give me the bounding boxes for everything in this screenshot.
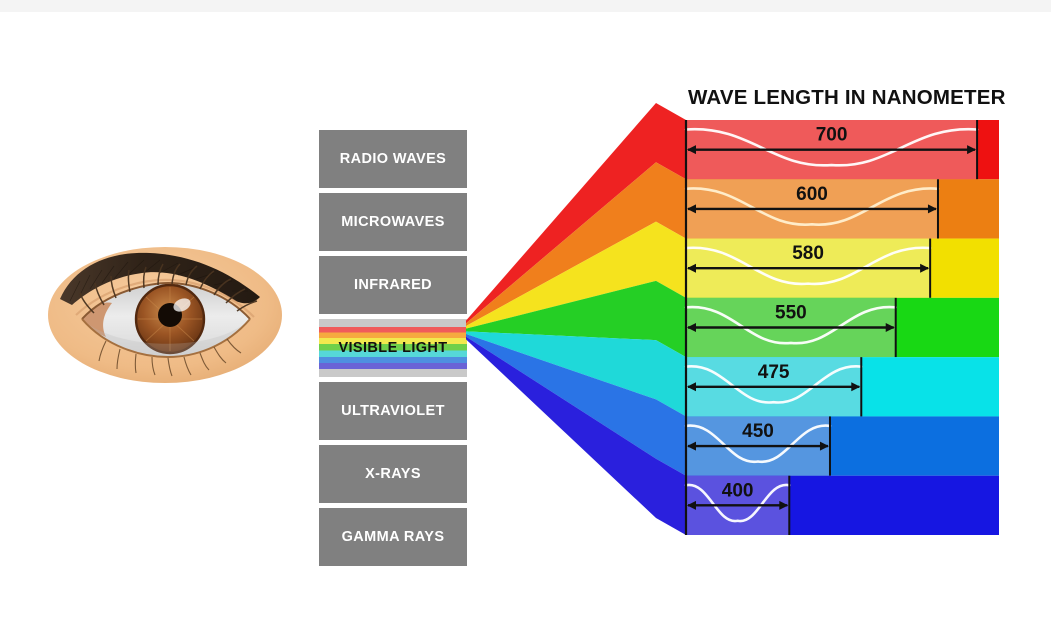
spectrum-label-text: GAMMA RAYS <box>341 529 445 545</box>
spectrum-label-text: VISIBLE LIGHT <box>338 340 448 356</box>
eyebrow <box>60 252 260 305</box>
arrow-head-left-475 <box>687 382 696 392</box>
wave-curve-600 <box>684 187 940 226</box>
upper-eyelashes <box>79 263 258 314</box>
beam-band-cyan <box>466 331 656 400</box>
chart-row-700[interactable]: 700 <box>684 120 999 180</box>
bar-value-label-600: 600 <box>796 184 828 205</box>
eyelid-crease <box>75 278 255 318</box>
chart-row-475[interactable]: 475 <box>684 357 999 417</box>
beam-band-violet <box>466 336 656 518</box>
wave-curve-550 <box>684 305 898 345</box>
wave-curve-580 <box>684 246 932 286</box>
beam-band-red <box>466 103 656 324</box>
wave-curve-450 <box>684 424 832 463</box>
spectrum-label-infrared[interactable]: INFRARED <box>319 256 467 314</box>
chart-row-550[interactable]: 550 <box>684 297 999 358</box>
bar-value-label-475: 475 <box>758 362 790 383</box>
lower-lid-line <box>81 318 251 359</box>
bar-value-label-400: 400 <box>722 480 754 501</box>
spectrum-label-text: X-RAYS <box>365 466 421 482</box>
bar-value-label-580: 580 <box>792 243 824 264</box>
eye-highlight <box>173 298 191 312</box>
arrow-head-right-450 <box>819 441 829 451</box>
bar-value-label-550: 550 <box>775 303 807 324</box>
wavelength-bar-chart: 700 600 580 550 475 450 400 <box>656 103 999 535</box>
chart-side-face-700 <box>656 103 686 180</box>
spectrum-label-gamma-rays[interactable]: GAMMA RAYS <box>319 508 467 566</box>
upper-lid-line <box>81 281 251 320</box>
spectrum-label-text: MICROWAVES <box>341 214 445 230</box>
spectrum-label-text: INFRARED <box>353 277 433 293</box>
spectrum-label-microwaves[interactable]: MICROWAVES <box>319 193 467 251</box>
chart-side-face-600 <box>656 162 686 239</box>
arrow-head-left-700 <box>687 145 696 155</box>
iris-limbus <box>134 283 206 355</box>
spectrum-label-x-rays[interactable]: X-RAYS <box>319 445 467 503</box>
chart-row-580[interactable]: 580 <box>684 238 999 298</box>
arrow-head-left-450 <box>687 441 696 451</box>
beam-band-blue <box>466 334 656 459</box>
spectrum-label-ultraviolet[interactable]: ULTRAVIOLET <box>319 382 467 440</box>
spectrum-label-text: RADIO WAVES <box>339 151 447 167</box>
chart-side-face-550 <box>656 280 686 358</box>
chart-side-face-475 <box>656 340 686 417</box>
chart-title: WAVE LENGTH IN NANOMETER <box>688 86 1006 109</box>
chart-side-face-400 <box>656 458 686 535</box>
arrow-head-right-550 <box>885 323 895 332</box>
chart-row-450[interactable]: 450 <box>684 416 999 476</box>
chart-row-600[interactable]: 600 <box>684 179 999 239</box>
spectrum-label-column: RADIO WAVES MICROWAVES INFRARED VISIBLE … <box>319 130 467 571</box>
arrow-head-right-400 <box>779 500 789 510</box>
arrow-head-right-600 <box>927 204 937 214</box>
human-eye-illustration <box>46 243 286 385</box>
wave-curve-700 <box>684 127 979 167</box>
beam-band-orange <box>466 162 656 326</box>
top-strip <box>0 0 1051 12</box>
lower-eyelashes <box>98 338 242 377</box>
wave-curve-475 <box>684 365 863 404</box>
spectrum-label-text: ULTRAVIOLET <box>341 403 445 419</box>
arrow-head-left-550 <box>687 323 696 332</box>
beam-band-yellow <box>466 221 656 329</box>
bar-value-label-450: 450 <box>742 421 774 442</box>
arrow-head-right-580 <box>920 263 930 273</box>
spectrum-label-radio-waves[interactable]: RADIO WAVES <box>319 130 467 188</box>
refracted-light-beam <box>466 103 656 518</box>
eye-inner-corner <box>82 302 112 337</box>
arrow-head-left-400 <box>687 500 696 510</box>
arrow-head-right-475 <box>851 382 861 392</box>
chart-side-face-450 <box>656 399 686 476</box>
arrow-head-right-700 <box>967 145 977 155</box>
wave-curve-400 <box>684 483 791 523</box>
beam-band-green <box>466 280 656 341</box>
chart-side-face-580 <box>656 221 686 298</box>
spectrum-label-visible-light[interactable]: VISIBLE LIGHT <box>319 319 467 377</box>
chart-row-400[interactable]: 400 <box>684 475 999 535</box>
eye-svg <box>48 247 282 383</box>
arrow-head-left-600 <box>687 204 696 214</box>
bar-value-label-700: 700 <box>816 125 848 146</box>
arrow-head-left-580 <box>687 263 696 273</box>
visible-light-gradient <box>319 327 467 369</box>
